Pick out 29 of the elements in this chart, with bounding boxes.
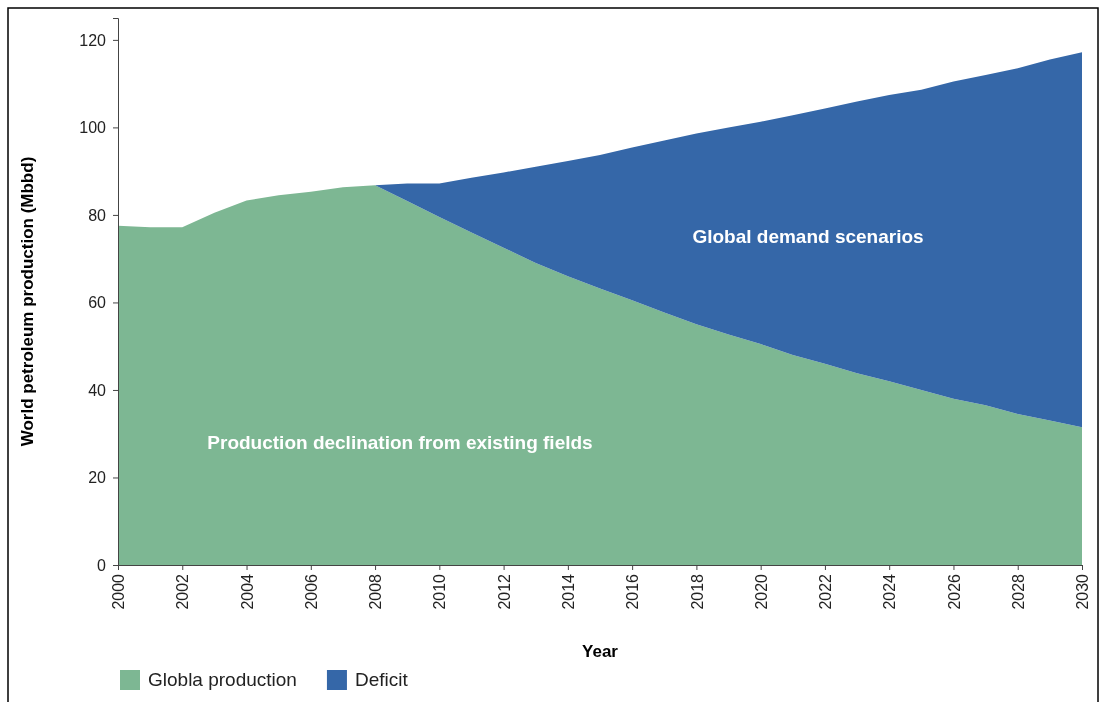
legend-label: Globla production — [148, 669, 297, 690]
y-tick-label: 60 — [88, 294, 107, 312]
x-tick-label: 2008 — [367, 573, 385, 610]
x-tick-label: 2030 — [1074, 573, 1092, 610]
x-tick-label: 2020 — [752, 573, 770, 610]
y-tick-label: 80 — [88, 206, 107, 224]
x-axis-title: Year — [582, 642, 619, 661]
x-tick-label: 2014 — [559, 573, 577, 610]
x-tick-label: 2012 — [495, 573, 513, 610]
x-tick-label: 2002 — [174, 573, 192, 610]
y-tick-label: 20 — [88, 469, 107, 487]
annotation: Production declination from existing fields — [207, 432, 593, 453]
x-tick-label: 2022 — [817, 573, 835, 610]
x-tick-label: 2006 — [302, 573, 320, 610]
x-tick-label: 2024 — [881, 573, 899, 610]
annotation: Global demand scenarios — [692, 226, 924, 247]
x-tick-label: 2028 — [1009, 573, 1027, 610]
y-tick-label: 0 — [97, 556, 107, 574]
y-tick-label: 100 — [79, 119, 107, 137]
y-axis-title: World petroleum production (Mbbd) — [18, 156, 37, 447]
y-tick-label: 40 — [88, 381, 107, 399]
x-tick-label: 2016 — [624, 573, 642, 610]
y-tick-label: 120 — [79, 31, 107, 49]
x-tick-label: 2004 — [238, 573, 256, 610]
legend-label: Deficit — [354, 669, 409, 690]
x-tick-label: 2026 — [945, 573, 963, 610]
x-tick-label: 2000 — [110, 573, 128, 610]
x-tick-label: 2018 — [688, 573, 706, 610]
x-tick-label: 2010 — [431, 573, 449, 610]
